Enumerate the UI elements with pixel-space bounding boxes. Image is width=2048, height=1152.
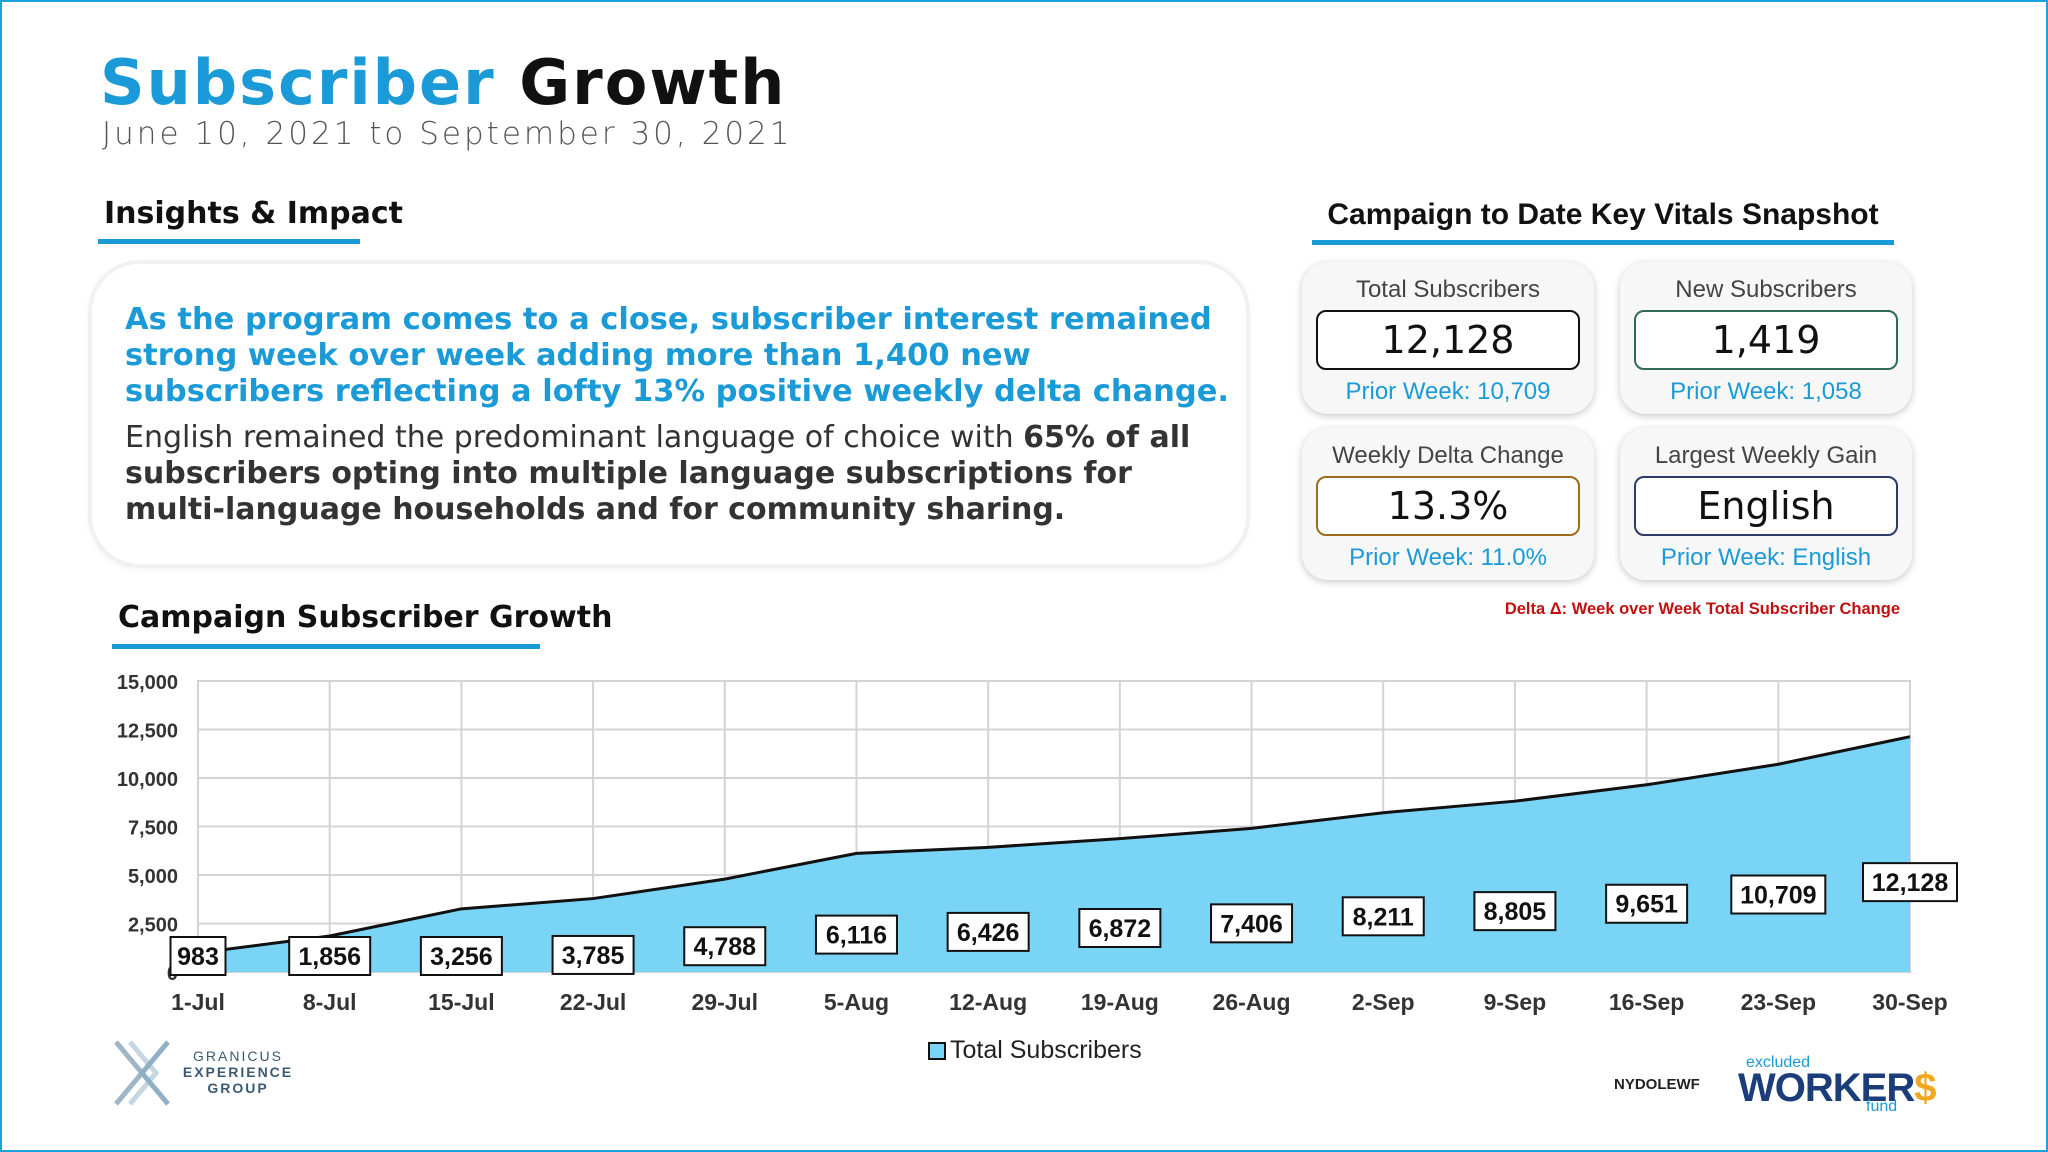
data-label-box bbox=[1473, 891, 1557, 932]
data-label-box bbox=[1210, 903, 1294, 944]
granicus-x-icon bbox=[114, 1040, 170, 1106]
data-label: 6,426 bbox=[957, 919, 1020, 947]
x-tick-label: 26-Aug bbox=[1213, 989, 1291, 1015]
vital-prior: Prior Week: English bbox=[1660, 544, 1872, 571]
data-label-box bbox=[288, 936, 372, 976]
data-label-box bbox=[551, 934, 635, 975]
x-tick-label: 23-Sep bbox=[1741, 989, 1816, 1015]
y-tick-label: 2,500 bbox=[128, 915, 178, 937]
data-label: 8,211 bbox=[1353, 903, 1414, 931]
x-tick-label: 1-Jul bbox=[171, 989, 225, 1015]
insights-body-bold: 65% of all subscribers opting into multi… bbox=[125, 420, 1191, 527]
x-tick-label: 15-Jul bbox=[428, 989, 494, 1015]
vital-label: Weekly Delta Change bbox=[1332, 442, 1564, 469]
data-label-box bbox=[1605, 883, 1689, 924]
page-subtitle: June 10, 2021 to September 30, 2021 bbox=[102, 116, 793, 152]
vital-prior: Prior Week: 10,709 bbox=[1345, 378, 1551, 405]
data-label-box bbox=[169, 936, 227, 976]
x-tick-label: 5-Aug bbox=[824, 989, 889, 1015]
insights-body-plain: English remained the predominant languag… bbox=[125, 420, 1024, 455]
data-label: 4,788 bbox=[693, 933, 756, 961]
logo-main-text: WORKER$ bbox=[1738, 1066, 1936, 1111]
insights-lead-text: As the program comes to a close, subscri… bbox=[125, 302, 1229, 409]
vitals-underline bbox=[1312, 240, 1894, 245]
logo-dollar: $ bbox=[1914, 1066, 1936, 1110]
area-line bbox=[197, 735, 1911, 955]
data-label: 1,856 bbox=[298, 943, 361, 971]
nydol-label: NYDOLEWF bbox=[1614, 1076, 1700, 1093]
data-label: 3,785 bbox=[562, 942, 625, 970]
insights-heading: Insights & Impact bbox=[104, 196, 404, 231]
insights-panel bbox=[92, 264, 1246, 564]
x-tick-label: 2-Sep bbox=[1352, 989, 1415, 1015]
data-label: 7,406 bbox=[1220, 910, 1283, 938]
vitals-heading: Campaign to Date Key Vitals Snapshot bbox=[1327, 198, 1879, 231]
data-label: 6,872 bbox=[1089, 915, 1152, 943]
data-label: 3,256 bbox=[430, 943, 493, 971]
insights-body-text: English remained the predominant languag… bbox=[125, 420, 1235, 528]
page-title: Subscriber Growth bbox=[100, 46, 786, 119]
data-label-box bbox=[814, 914, 898, 955]
logo-top-text: excluded bbox=[1746, 1054, 1811, 1071]
x-tick-label: 9-Sep bbox=[1484, 989, 1547, 1015]
x-tick-label: 29-Jul bbox=[692, 989, 758, 1015]
legend-label: Total Subscribers bbox=[950, 1036, 1142, 1064]
logo-bottom-text: fund bbox=[1866, 1098, 1898, 1115]
y-tick-label: 15,000 bbox=[117, 672, 178, 694]
x-tick-label: 12-Aug bbox=[949, 989, 1027, 1015]
logo-line: GROUP bbox=[207, 1080, 269, 1096]
vital-label: Largest Weekly Gain bbox=[1654, 442, 1878, 469]
y-tick-label: 7,500 bbox=[128, 818, 178, 840]
vital-prior: Prior Week: 1,058 bbox=[1670, 378, 1862, 405]
data-label: 9,651 bbox=[1615, 891, 1678, 919]
y-tick-label: 5,000 bbox=[128, 866, 178, 888]
logo-main-word: WORKER bbox=[1738, 1066, 1915, 1110]
x-tick-label: 16-Sep bbox=[1609, 989, 1684, 1015]
insights-underline bbox=[98, 239, 360, 244]
x-tick-label: 22-Jul bbox=[560, 989, 626, 1015]
data-label-box bbox=[946, 911, 1030, 952]
data-label: 8,805 bbox=[1484, 898, 1547, 926]
vital-label: New Subscribers bbox=[1675, 276, 1857, 303]
x-tick-label: 19-Aug bbox=[1081, 989, 1159, 1015]
chart-heading: Campaign Subscriber Growth bbox=[118, 600, 613, 635]
data-label-box bbox=[1078, 908, 1162, 949]
data-label-box bbox=[419, 936, 503, 976]
data-label-box bbox=[683, 926, 767, 967]
vital-card-largest-gain: Largest Weekly Gain English Prior Week: … bbox=[1620, 428, 1912, 580]
vital-value: English bbox=[1634, 476, 1898, 536]
legend-swatch bbox=[928, 1041, 946, 1060]
logo-line: GRANICUS bbox=[193, 1048, 283, 1064]
y-tick-label: 10,000 bbox=[117, 769, 178, 791]
data-label-box bbox=[1730, 874, 1827, 915]
chart-legend: Total Subscribers bbox=[928, 1036, 1142, 1065]
data-label-box bbox=[1341, 896, 1425, 937]
granicus-logo-text: GRANICUS EXPERIENCE GROUP bbox=[176, 1048, 300, 1096]
granicus-logo: GRANICUS EXPERIENCE GROUP bbox=[112, 1040, 302, 1106]
delta-note: Delta Δ: Week over Week Total Subscriber… bbox=[1504, 600, 1900, 618]
vital-card-total-subscribers: Total Subscribers 12,128 Prior Week: 10,… bbox=[1302, 262, 1594, 414]
vital-card-weekly-delta: Weekly Delta Change 13.3% Prior Week: 11… bbox=[1302, 428, 1594, 580]
title-accent-word: Subscriber bbox=[100, 46, 496, 119]
x-tick-label: 8-Jul bbox=[303, 989, 357, 1015]
data-label: 6,116 bbox=[826, 922, 887, 950]
title-word: Growth bbox=[519, 46, 787, 119]
data-label: 10,709 bbox=[1740, 882, 1816, 910]
vital-prior: Prior Week: 11.0% bbox=[1349, 544, 1547, 571]
data-label: 12,128 bbox=[1872, 869, 1949, 897]
vital-label: Total Subscribers bbox=[1355, 276, 1541, 303]
vital-value: 1,419 bbox=[1634, 310, 1898, 370]
data-label: 983 bbox=[177, 943, 219, 971]
x-tick-label: 30-Sep bbox=[1872, 989, 1947, 1015]
vital-value: 12,128 bbox=[1316, 310, 1580, 370]
y-tick-label: 12,500 bbox=[117, 721, 178, 743]
excluded-workers-fund-logo: excluded WORKER$ fund bbox=[1738, 1054, 1938, 1118]
vital-value: 13.3% bbox=[1316, 476, 1580, 536]
data-label-box bbox=[1862, 862, 1958, 903]
vital-card-new-subscribers: New Subscribers 1,419 Prior Week: 1,058 bbox=[1620, 262, 1912, 414]
chart-underline bbox=[112, 644, 540, 649]
logo-line: EXPERIENCE bbox=[182, 1064, 294, 1080]
